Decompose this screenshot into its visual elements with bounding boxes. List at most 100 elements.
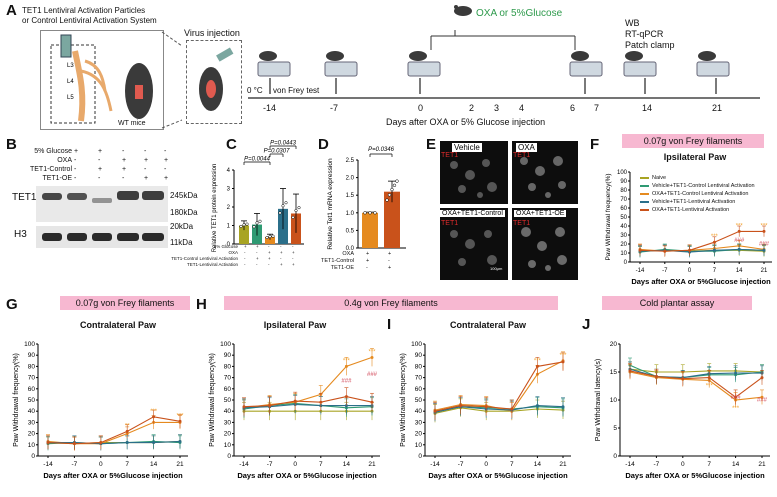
spinal-label-l3: L3: [67, 63, 74, 69]
y-tick-label: 4: [227, 168, 231, 174]
condition-sign: +: [122, 166, 127, 173]
system-description: TET1 Lentiviral Activation Particles or …: [22, 6, 157, 26]
condition-sign: +: [244, 244, 247, 249]
significance-mark: ***: [706, 384, 714, 390]
y-tick-label: 20: [224, 431, 232, 438]
p-value: P=0.0443: [270, 141, 297, 147]
x-tick-label: -14: [625, 461, 635, 468]
data-point: [258, 219, 262, 223]
filament-banner-f: 0.07g von Frey filaments: [622, 134, 764, 148]
y-tick-label: 2.0: [346, 176, 355, 182]
legend-swatch: [640, 200, 649, 203]
significance-mark: ###: [757, 398, 768, 404]
condition-sign: +: [164, 157, 169, 164]
x-tick-label: -14: [239, 461, 249, 468]
condition-sign: -: [74, 157, 77, 164]
spinal-cord-icon: [72, 50, 86, 122]
y-tick-label: 40: [224, 408, 232, 415]
y-tick-label: 0: [227, 453, 231, 460]
y-tick-label: 50: [28, 397, 36, 404]
legend-label: Vehicle+TET1-Lentiviral Activation: [652, 199, 736, 205]
y-tick-label: 0: [227, 242, 231, 248]
western-blot-image: [36, 186, 168, 248]
series-point: [433, 409, 437, 413]
condition-sign: -: [164, 148, 167, 155]
y-tick-label: 20: [620, 242, 627, 248]
condition-label: 5% Glucose: [213, 244, 238, 249]
legend-swatch: [640, 184, 649, 187]
condition-sign: -: [292, 244, 294, 249]
series-line: [629, 371, 763, 401]
legend-label: OXA+TET1-Control Lentiviral Activation: [652, 191, 749, 197]
condition-sign: +: [144, 157, 149, 164]
significance-mark: ***: [176, 413, 184, 419]
condition-sign: -: [244, 262, 246, 267]
chart-tet1-mrna: 0.0 0.5 1.0 1.5 2.0 2.5 P=0.0346 Relative Tet1 …: [327, 147, 406, 252]
timeline-axis-title: Days after OXA or 5% Glucose injection: [386, 117, 546, 127]
x-tick-label: 14: [150, 461, 158, 468]
day-6: 6: [570, 103, 576, 113]
x-tick-label: 7: [319, 461, 323, 468]
y-tick-label: 20: [610, 341, 618, 348]
condition-sign: +: [280, 250, 283, 255]
data-point: [239, 224, 243, 228]
virus-injection-box: [186, 40, 242, 124]
filament-banner-h: 0.4g von Frey filaments: [224, 296, 558, 310]
series-line: [243, 356, 373, 409]
treatment-label: OXA or 5%Glucose: [476, 8, 563, 19]
y-tick-label: 40: [415, 408, 423, 415]
data-point: [252, 225, 256, 229]
y-tick-label: 80: [28, 363, 36, 370]
y-tick-label: 2: [227, 205, 231, 211]
x-tick-label: 21: [559, 461, 567, 468]
x-tick-label: 21: [368, 461, 376, 468]
data-point: [242, 223, 246, 227]
y-tick-label: 10: [415, 442, 423, 449]
marker-20kda: 20kDa: [170, 222, 194, 231]
von-frey-label: von Frey test: [273, 86, 320, 95]
data-point: [255, 221, 259, 225]
x-tick-label: 21: [176, 461, 184, 468]
significance-mark: ***: [736, 223, 744, 229]
system-line-2: or Control Lentiviral Activation System: [22, 16, 157, 25]
significance-mark: ***: [534, 358, 542, 364]
x-tick-label: -7: [662, 268, 668, 274]
series-line: [243, 396, 373, 408]
y-tick-label: 0: [613, 453, 617, 460]
x-tick-label: 7: [510, 461, 514, 468]
stain-label: TET1: [513, 220, 531, 227]
x-axis-label: Days after OXA or 5%Glucose injection: [43, 471, 183, 480]
stain-label: TET1: [513, 152, 531, 159]
injection-drawing: [199, 47, 234, 111]
spinal-label-l5: L5: [67, 95, 74, 101]
x-tick-label: 0: [681, 461, 685, 468]
legend-entry: Naive: [640, 174, 777, 182]
data-point: [373, 211, 377, 215]
x-axis-label: Days after OXA or 5%Glucose injection: [625, 471, 765, 480]
legend-label: OXA+TET1-Lentiviral Activation: [652, 207, 730, 213]
condition-sign: +: [122, 157, 127, 164]
spinal-label-l4: L4: [67, 79, 74, 85]
filament-banner-g: 0.07g von Frey filaments: [60, 296, 190, 310]
y-tick-label: 0: [31, 453, 35, 460]
x-tick-label: -7: [654, 461, 660, 468]
series-line: [434, 407, 564, 414]
x-tick-label: -14: [430, 461, 440, 468]
data-point: [395, 179, 399, 183]
stain-label: TET1: [441, 220, 459, 227]
chart-title-f: Ipsilateral Paw: [663, 152, 727, 162]
x-tick-label: 14: [343, 461, 351, 468]
y-axis-label: Paw Withdrawal frequency(%): [605, 173, 612, 260]
condition-sign: -: [388, 258, 390, 264]
condition-sign: +: [388, 251, 392, 257]
y-axis-label: Paw Withdrawal frequency(%): [400, 353, 407, 447]
condition-label: OXA: [342, 251, 354, 257]
x-tick-label: 7: [713, 268, 717, 274]
data-point: [278, 211, 282, 215]
stain-label: TET1: [441, 152, 459, 159]
wb-condition-table: 5% Glucose + + - - - OXA - - + + + TET1-Control - + + - -…: [0, 148, 168, 188]
c-condition-table: 5% Glucose + + - - - OXA - - + + + TET1-Control Lent…: [171, 244, 306, 284]
condition-sign: +: [164, 175, 169, 182]
x-tick-label: 0: [99, 461, 103, 468]
chart-tet1-protein: 0 1 2 3 4 P=0.0044 P=0.0307 P=0.0443 Relative TE…: [212, 141, 304, 252]
